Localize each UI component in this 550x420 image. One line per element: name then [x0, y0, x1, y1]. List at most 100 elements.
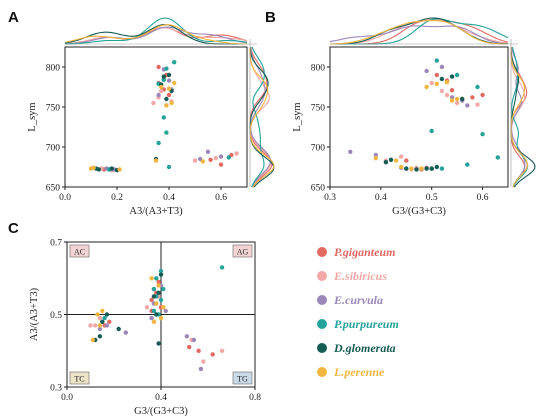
data-point [210, 352, 215, 357]
data-point [154, 276, 159, 281]
data-point [460, 96, 465, 102]
density-curve-top [329, 25, 509, 45]
legend-marker [317, 343, 327, 353]
y-axis-label: L_sym [292, 102, 303, 131]
data-point [424, 166, 429, 171]
data-point [123, 330, 128, 335]
data-point [184, 334, 189, 339]
data-points [348, 58, 500, 172]
panel-letter: A [8, 9, 19, 26]
data-point [154, 312, 159, 317]
panel-letter: C [8, 220, 19, 237]
panel-b: B 0.3 0.4 0.5 0.6 650 700 750 800 G3/(G3+C3) L_sym [265, 9, 536, 217]
data-point [158, 272, 164, 277]
data-point [164, 130, 169, 135]
data-point [149, 315, 154, 321]
y-tick-label: 0.7 [50, 239, 62, 249]
data-point [166, 86, 172, 91]
data-point [219, 265, 225, 270]
x-tick-label: 0.8 [249, 393, 261, 403]
legend-label: E.sibiricus [333, 269, 387, 283]
data-point [373, 152, 378, 158]
data-point [96, 167, 102, 172]
data-point [151, 294, 157, 299]
legend-marker [317, 367, 327, 377]
data-point [201, 359, 206, 364]
legend-marker [317, 295, 327, 305]
marginal-density [64, 17, 275, 188]
data-point [388, 157, 394, 162]
data-point [97, 326, 103, 332]
data-point [414, 167, 419, 172]
data-point [187, 344, 192, 350]
data-point [117, 167, 122, 172]
y-tick-label: 750 [46, 104, 61, 114]
data-point [151, 286, 157, 292]
data-point [434, 72, 439, 78]
data-point [116, 326, 121, 332]
data-point [109, 166, 115, 171]
data-point [151, 319, 157, 324]
density-curve-right [510, 47, 536, 188]
y-tick-label: 0.5 [50, 311, 62, 321]
data-point [97, 315, 103, 321]
x-axis-label: G3/(G3+C3) [392, 206, 446, 217]
data-point [454, 72, 460, 78]
data-point [159, 88, 164, 94]
data-point [166, 78, 172, 83]
x-tick-label: 0.4 [155, 393, 167, 403]
y-axis-label: A3/(A3+T3) [29, 287, 40, 341]
legend-label: L.perenne [333, 365, 385, 379]
data-point [158, 268, 164, 274]
y-tick-label: 700 [311, 144, 326, 154]
data-point [166, 72, 172, 78]
data-point [169, 100, 174, 106]
data-point [434, 58, 439, 63]
density-curve-right [511, 46, 526, 188]
plot-frame [329, 46, 509, 188]
data-point [399, 164, 404, 170]
x-tick-label: 0.5 [426, 193, 438, 203]
data-point [200, 159, 205, 164]
x-axis-label: A3/(A3+T3) [129, 206, 183, 217]
data-point [439, 166, 445, 171]
data-point [151, 308, 157, 314]
data-point [164, 66, 169, 71]
quadrant-label-box [232, 244, 253, 258]
data-point [208, 157, 213, 162]
data-point [156, 140, 161, 146]
data-point [475, 84, 480, 90]
data-point [424, 84, 429, 90]
y-axis-label: L_sym [27, 102, 38, 131]
data-point [480, 132, 485, 137]
x-tick-label: 0.4 [163, 193, 175, 203]
marginal-density [329, 17, 536, 188]
data-point [166, 92, 172, 98]
quadrant-label-box [232, 371, 253, 385]
data-point [95, 312, 100, 317]
data-point [198, 366, 204, 372]
data-points [88, 60, 239, 173]
quadrant-label: TG [237, 375, 248, 384]
legend-label: D.glomerata [333, 341, 396, 355]
data-point [172, 80, 177, 86]
data-point [156, 341, 161, 346]
x-tick-label: 0.0 [61, 393, 73, 403]
data-point [434, 81, 439, 87]
data-point [192, 158, 198, 163]
density-curve-right [249, 46, 271, 188]
data-point [424, 68, 429, 74]
data-point [465, 103, 470, 108]
density-curve-top [64, 24, 247, 45]
y-tick-label: 650 [46, 184, 61, 194]
data-point [93, 323, 98, 328]
y-tick-label: 750 [311, 104, 326, 114]
data-point [104, 323, 110, 328]
data-point [156, 279, 161, 285]
panel-letter: B [265, 9, 276, 26]
data-point [161, 305, 166, 310]
density-curve-right [510, 47, 529, 188]
legend-label: P.giganteum [334, 245, 395, 259]
quadrant-label: TC [74, 375, 84, 384]
